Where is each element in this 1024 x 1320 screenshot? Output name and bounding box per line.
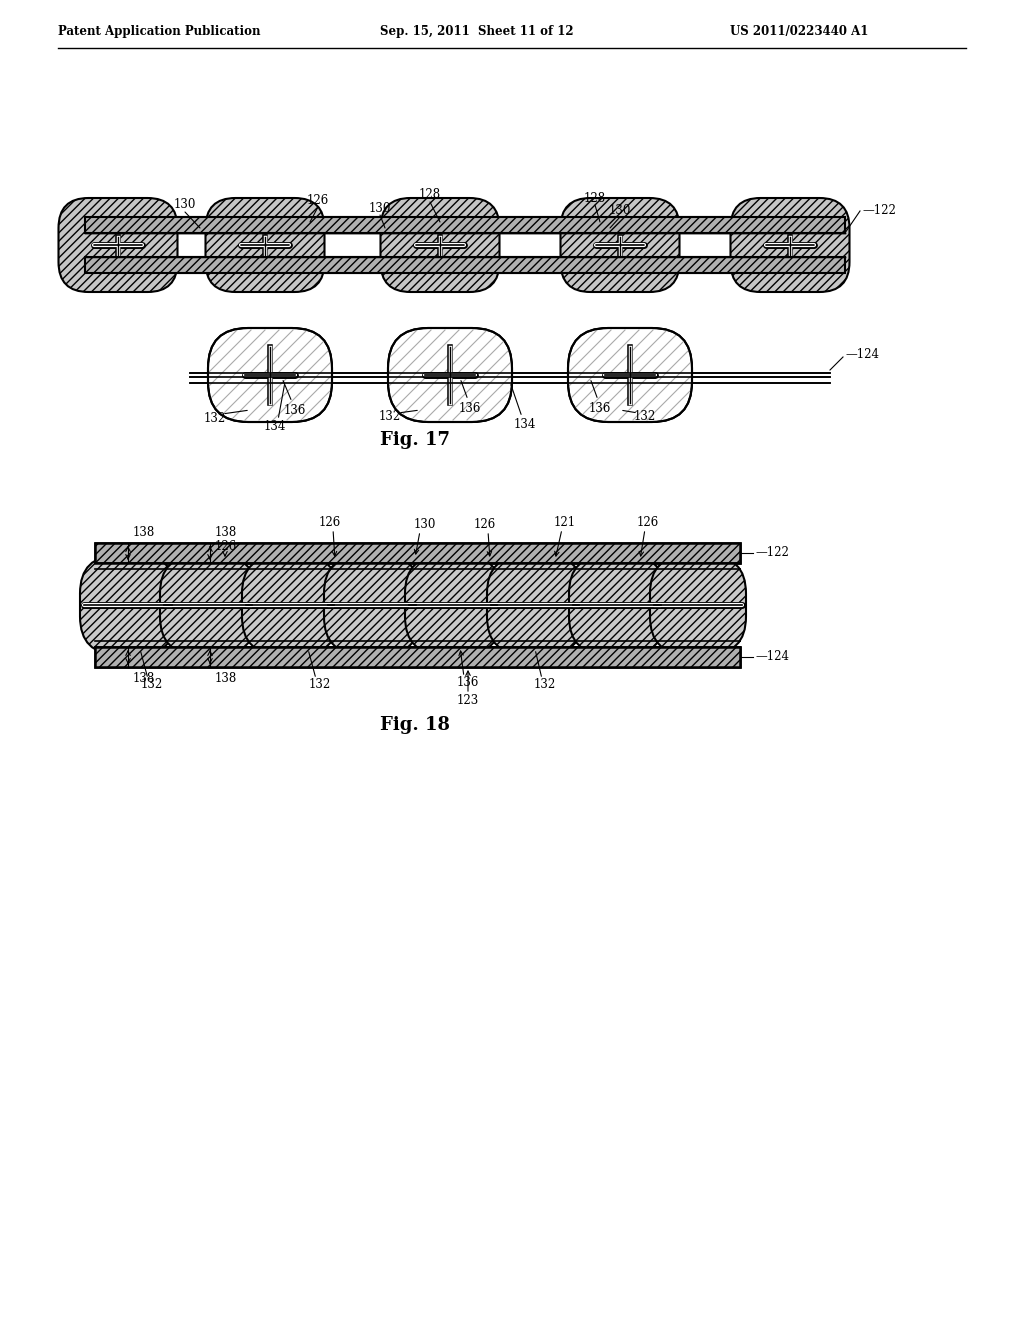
Text: 136: 136	[284, 404, 306, 417]
Text: 132: 132	[379, 409, 401, 422]
Text: 123: 123	[457, 693, 479, 706]
FancyBboxPatch shape	[160, 556, 256, 655]
FancyBboxPatch shape	[568, 327, 692, 422]
Bar	[95, 543, 740, 564]
Text: 138: 138	[133, 672, 156, 685]
Ellipse shape	[570, 330, 690, 420]
Text: 126: 126	[215, 540, 238, 553]
FancyBboxPatch shape	[324, 556, 420, 655]
Text: 126: 126	[474, 519, 496, 532]
Bar	[85, 257, 845, 273]
Text: 128: 128	[419, 189, 441, 202]
Text: 138: 138	[215, 525, 238, 539]
FancyBboxPatch shape	[406, 556, 501, 655]
Text: —124: —124	[755, 651, 790, 664]
Bar	[95, 647, 740, 667]
FancyBboxPatch shape	[650, 556, 746, 655]
Bar	[95, 647, 740, 667]
Text: Sep. 15, 2011  Sheet 11 of 12: Sep. 15, 2011 Sheet 11 of 12	[380, 25, 573, 38]
Text: 136: 136	[589, 401, 611, 414]
FancyBboxPatch shape	[80, 556, 176, 655]
Text: Fig. 18: Fig. 18	[380, 715, 450, 734]
Bar	[85, 257, 845, 273]
Bar	[85, 216, 845, 234]
FancyBboxPatch shape	[406, 556, 501, 655]
Bar	[95, 543, 740, 564]
Text: 130: 130	[414, 519, 436, 532]
Text: 130: 130	[369, 202, 391, 214]
FancyBboxPatch shape	[80, 556, 176, 655]
FancyBboxPatch shape	[388, 327, 512, 422]
Text: Fig. 17: Fig. 17	[380, 432, 450, 449]
FancyBboxPatch shape	[650, 556, 746, 655]
FancyBboxPatch shape	[58, 198, 177, 292]
Bar	[85, 216, 845, 234]
FancyBboxPatch shape	[569, 556, 665, 655]
Text: 136: 136	[457, 676, 479, 689]
Text: 128: 128	[584, 191, 606, 205]
FancyBboxPatch shape	[487, 556, 583, 655]
Text: 132: 132	[204, 412, 226, 425]
Text: —122: —122	[755, 546, 788, 560]
FancyBboxPatch shape	[242, 556, 338, 655]
FancyBboxPatch shape	[324, 556, 420, 655]
FancyBboxPatch shape	[206, 198, 325, 292]
Text: 136: 136	[459, 401, 481, 414]
Text: 134: 134	[264, 421, 286, 433]
FancyBboxPatch shape	[487, 556, 583, 655]
Ellipse shape	[210, 330, 330, 420]
Text: 138: 138	[215, 672, 238, 685]
FancyBboxPatch shape	[560, 198, 680, 292]
Text: 134: 134	[514, 417, 537, 430]
FancyBboxPatch shape	[730, 198, 850, 292]
Text: 132: 132	[141, 678, 163, 692]
Text: 130: 130	[609, 203, 631, 216]
FancyBboxPatch shape	[208, 327, 332, 422]
FancyBboxPatch shape	[242, 556, 338, 655]
Text: Patent Application Publication: Patent Application Publication	[58, 25, 260, 38]
Text: 132: 132	[534, 678, 556, 692]
Text: US 2011/0223440 A1: US 2011/0223440 A1	[730, 25, 868, 38]
Text: 126: 126	[307, 194, 329, 206]
Text: 132: 132	[634, 409, 656, 422]
Text: —122: —122	[862, 203, 896, 216]
FancyBboxPatch shape	[569, 556, 665, 655]
Text: 130: 130	[174, 198, 197, 211]
Ellipse shape	[390, 330, 510, 420]
Text: 126: 126	[318, 516, 341, 529]
Text: 121: 121	[554, 516, 577, 529]
Text: 138: 138	[133, 525, 156, 539]
Text: 126: 126	[637, 516, 659, 529]
FancyBboxPatch shape	[160, 556, 256, 655]
FancyBboxPatch shape	[381, 198, 500, 292]
Text: 132: 132	[309, 678, 331, 692]
Text: —124: —124	[845, 348, 879, 362]
